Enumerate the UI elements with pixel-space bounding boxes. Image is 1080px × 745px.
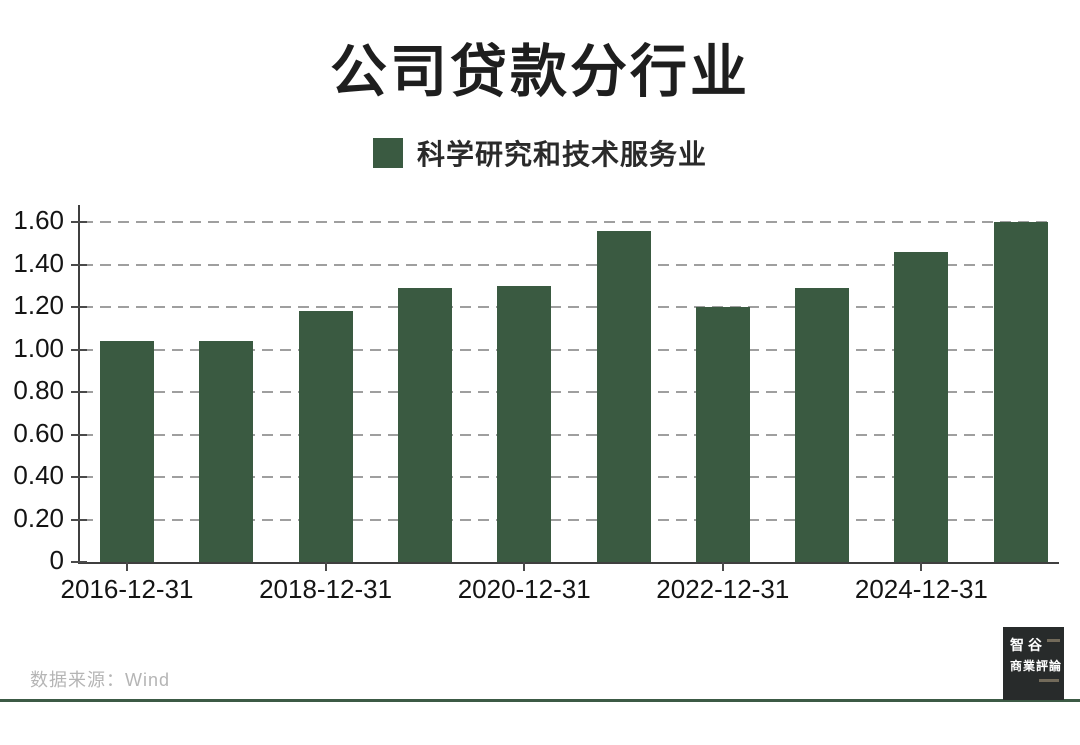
page-title: 公司贷款分行业 [330,40,750,104]
bar [199,341,254,562]
gridline [82,391,1054,393]
gridline [82,221,1054,223]
x-tick-label: 2022-12-31 [656,574,790,604]
data-source-label: 数据来源：Wind [30,670,171,690]
gridline [82,476,1054,478]
y-axis-tick [71,221,87,223]
x-axis-tick [721,562,724,571]
x-axis-tick [126,562,128,571]
footer-divider [0,699,1080,702]
bar [596,230,651,562]
y-axis-tick [71,263,87,266]
bar [894,251,949,562]
y-tick-label: 0.60 [13,417,64,448]
bar [695,307,750,562]
logo-line1: 智谷 [1010,637,1046,653]
gridline [82,433,1054,436]
x-tick-label: 2024-12-31 [854,574,988,604]
y-tick-label: 0.40 [13,460,64,490]
bar [100,341,154,562]
gridline [82,306,1054,308]
y-tick-label: 0.20 [13,502,64,533]
publisher-logo: 智谷 商業評論 [1003,627,1064,700]
bar [497,285,552,562]
y-tick-label: 1.60 [13,205,64,235]
x-axis-tick [920,562,923,571]
bar [298,311,353,562]
y-tick-label: 1.20 [13,290,64,320]
y-axis-tick [71,561,87,563]
bar [993,222,1048,562]
legend-label: 科学研究和技术服务业 [416,139,707,170]
y-tick-label: 0 [49,545,64,575]
logo-line2: 商業評論 [1010,659,1063,673]
logo-small-text [1039,679,1059,682]
x-axis-tick [324,562,327,571]
y-axis-tick [71,348,87,351]
y-tick-label: 0.80 [13,375,64,405]
gridline [82,348,1054,351]
x-tick-label: 2018-12-31 [259,574,393,604]
y-axis-tick [71,306,87,308]
y-axis-tick [71,476,87,478]
bar [795,287,850,562]
bar-chart: 0 0.20 0.40 0.60 0.80 1.00 1.20 1.40 1.60 2016-12… [13,205,1059,604]
x-axis-tick [523,562,526,571]
bar [397,287,452,562]
y-axis-tick [71,518,87,521]
y-axis-tick [71,391,87,393]
x-tick-label: 2016-12-31 [60,574,194,604]
y-axis-tick [71,433,87,436]
gridline [82,518,1054,521]
plot-area: 0 0.20 0.40 0.60 0.80 1.00 1.20 1.40 1.60 2016-12… [13,205,1059,604]
legend: 科学研究和技术服务业 [0,133,1080,173]
logo-small-text [1047,639,1060,642]
gridline [82,263,1054,266]
y-tick-label: 1.00 [13,332,64,363]
y-tick-label: 1.40 [13,247,64,278]
legend-swatch-icon [372,138,403,168]
x-tick-label: 2020-12-31 [457,574,591,604]
